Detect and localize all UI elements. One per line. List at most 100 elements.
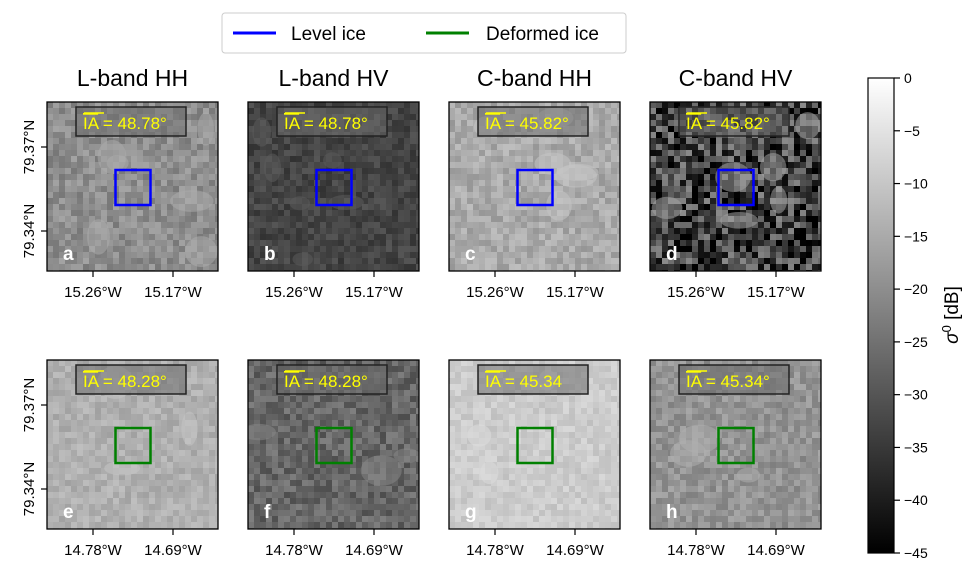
speckle-cell: [680, 240, 686, 246]
speckle-cell: [557, 264, 563, 270]
speckle-cell: [278, 474, 284, 480]
speckle-cell: [368, 138, 374, 144]
speckle-cell: [167, 138, 173, 144]
speckle-cell: [503, 192, 509, 198]
speckle-cell: [203, 432, 209, 438]
speckle-cell: [203, 264, 209, 270]
speckle-cell: [740, 150, 746, 156]
speckle-cell: [77, 462, 83, 468]
panel-title: C-band HV: [679, 65, 793, 91]
speckle-cell: [53, 120, 59, 126]
speckle-cell: [593, 264, 599, 270]
speckle-cell: [374, 192, 380, 198]
speckle-cell: [587, 216, 593, 222]
speckle-cell: [260, 420, 266, 426]
panel-frame: [649, 101, 822, 272]
speckle-cell: [605, 240, 611, 246]
speckle-cell: [509, 264, 515, 270]
speckle-cell: [611, 222, 617, 228]
speckle-cell: [752, 252, 758, 258]
speckle-cell: [248, 498, 254, 504]
speckle-cell: [404, 378, 410, 384]
speckle-cell: [53, 384, 59, 390]
speckle-cell: [764, 180, 770, 186]
speckle-cell: [410, 126, 416, 132]
speckle-cell: [752, 138, 758, 144]
speckle-cell: [356, 258, 362, 264]
speckle-cell: [260, 438, 266, 444]
speckle-cell: [197, 510, 203, 516]
speckle-cell: [197, 156, 203, 162]
speckle-cell: [392, 144, 398, 150]
speckle-cell: [521, 228, 527, 234]
speckle-cell: [587, 222, 593, 228]
speckle-cell: [215, 498, 218, 504]
speckle-cell: [392, 432, 398, 438]
speckle-cell: [386, 138, 392, 144]
speckle-cell: [812, 102, 818, 108]
speckle-cell: [53, 192, 59, 198]
speckle-cell: [782, 144, 788, 150]
speckle-cell: [332, 102, 338, 108]
speckle-cell: [611, 234, 617, 240]
speckle-cell: [83, 156, 89, 162]
speckle-cell: [89, 174, 95, 180]
speckle-cell: [185, 510, 191, 516]
speckle-cell: [173, 426, 179, 432]
speckle-cell: [764, 246, 770, 252]
speckle-cell: [161, 252, 167, 258]
speckle-cell: [704, 210, 710, 216]
speckle-cell: [254, 492, 260, 498]
speckle-cell: [386, 144, 392, 150]
speckle-cell: [818, 108, 821, 114]
speckle-cell: [215, 258, 218, 264]
speckle-cell: [455, 138, 461, 144]
speckle-cell: [746, 264, 752, 270]
speckle-cell: [605, 204, 611, 210]
speckle-cell: [380, 492, 386, 498]
x-tick-label: 15.17°W: [345, 284, 404, 301]
speckle-cell: [215, 510, 218, 516]
speckle-cell: [752, 234, 758, 240]
speckle-cell: [137, 474, 143, 480]
speckle-cell: [167, 474, 173, 480]
speckle-cell: [53, 450, 59, 456]
speckle-cell: [473, 108, 479, 114]
speckle-cell: [350, 234, 356, 240]
speckle-cell: [368, 432, 374, 438]
speckle-cell: [404, 384, 410, 390]
speckle-cell: [125, 516, 131, 522]
speckle-cell: [356, 246, 362, 252]
speckle-cell: [185, 408, 191, 414]
speckle-cell: [545, 246, 551, 252]
speckle-cell: [545, 234, 551, 240]
speckle-cell: [782, 138, 788, 144]
speckle-cell: [410, 492, 416, 498]
speckle-cell: [386, 108, 392, 114]
speckle-cell: [515, 102, 521, 108]
speckle-cell: [107, 438, 113, 444]
speckle-cell: [296, 474, 302, 480]
speckle-cell: [794, 108, 800, 114]
speckle-cell: [686, 156, 692, 162]
x-tick-label: 15.17°W: [546, 284, 605, 301]
speckle-cell: [338, 222, 344, 228]
speckle-cell: [788, 168, 794, 174]
panel-frame: [247, 101, 420, 272]
speckle-cell: [650, 126, 656, 132]
speckle-cell: [416, 414, 419, 420]
speckle-cell: [350, 360, 356, 366]
speckle-cell: [209, 468, 215, 474]
speckle-cell: [818, 222, 821, 228]
speckle-cell: [272, 192, 278, 198]
speckle-cell: [569, 252, 575, 258]
speckle-cell: [284, 162, 290, 168]
speckle-cell: [83, 102, 89, 108]
speckle-cell: [569, 156, 575, 162]
speckle-cell: [806, 192, 812, 198]
speckle-cell: [137, 222, 143, 228]
speckle-cell: [380, 180, 386, 186]
speckle-cell: [53, 396, 59, 402]
speckle-cell: [137, 510, 143, 516]
speckle-cell: [209, 450, 215, 456]
